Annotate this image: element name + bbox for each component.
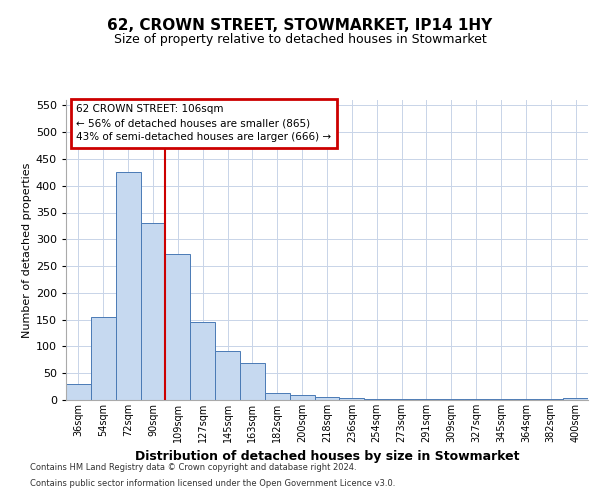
Bar bbox=[265, 393, 290, 400]
X-axis label: Distribution of detached houses by size in Stowmarket: Distribution of detached houses by size … bbox=[135, 450, 519, 464]
Bar bbox=[215, 350, 240, 400]
Bar bbox=[290, 394, 314, 400]
Bar bbox=[140, 223, 166, 400]
Bar bbox=[314, 398, 340, 400]
Text: Contains HM Land Registry data © Crown copyright and database right 2024.: Contains HM Land Registry data © Crown c… bbox=[30, 464, 356, 472]
Text: Size of property relative to detached houses in Stowmarket: Size of property relative to detached ho… bbox=[113, 32, 487, 46]
Bar bbox=[116, 172, 140, 400]
Bar bbox=[166, 254, 190, 400]
Bar bbox=[240, 362, 265, 400]
Text: 62 CROWN STREET: 106sqm
← 56% of detached houses are smaller (865)
43% of semi-d: 62 CROWN STREET: 106sqm ← 56% of detache… bbox=[76, 104, 332, 142]
Bar bbox=[91, 317, 116, 400]
Bar bbox=[66, 384, 91, 400]
Bar bbox=[340, 398, 364, 400]
Y-axis label: Number of detached properties: Number of detached properties bbox=[22, 162, 32, 338]
Text: Contains public sector information licensed under the Open Government Licence v3: Contains public sector information licen… bbox=[30, 478, 395, 488]
Text: 62, CROWN STREET, STOWMARKET, IP14 1HY: 62, CROWN STREET, STOWMARKET, IP14 1HY bbox=[107, 18, 493, 32]
Bar bbox=[563, 398, 588, 400]
Bar bbox=[364, 399, 389, 400]
Bar bbox=[190, 322, 215, 400]
